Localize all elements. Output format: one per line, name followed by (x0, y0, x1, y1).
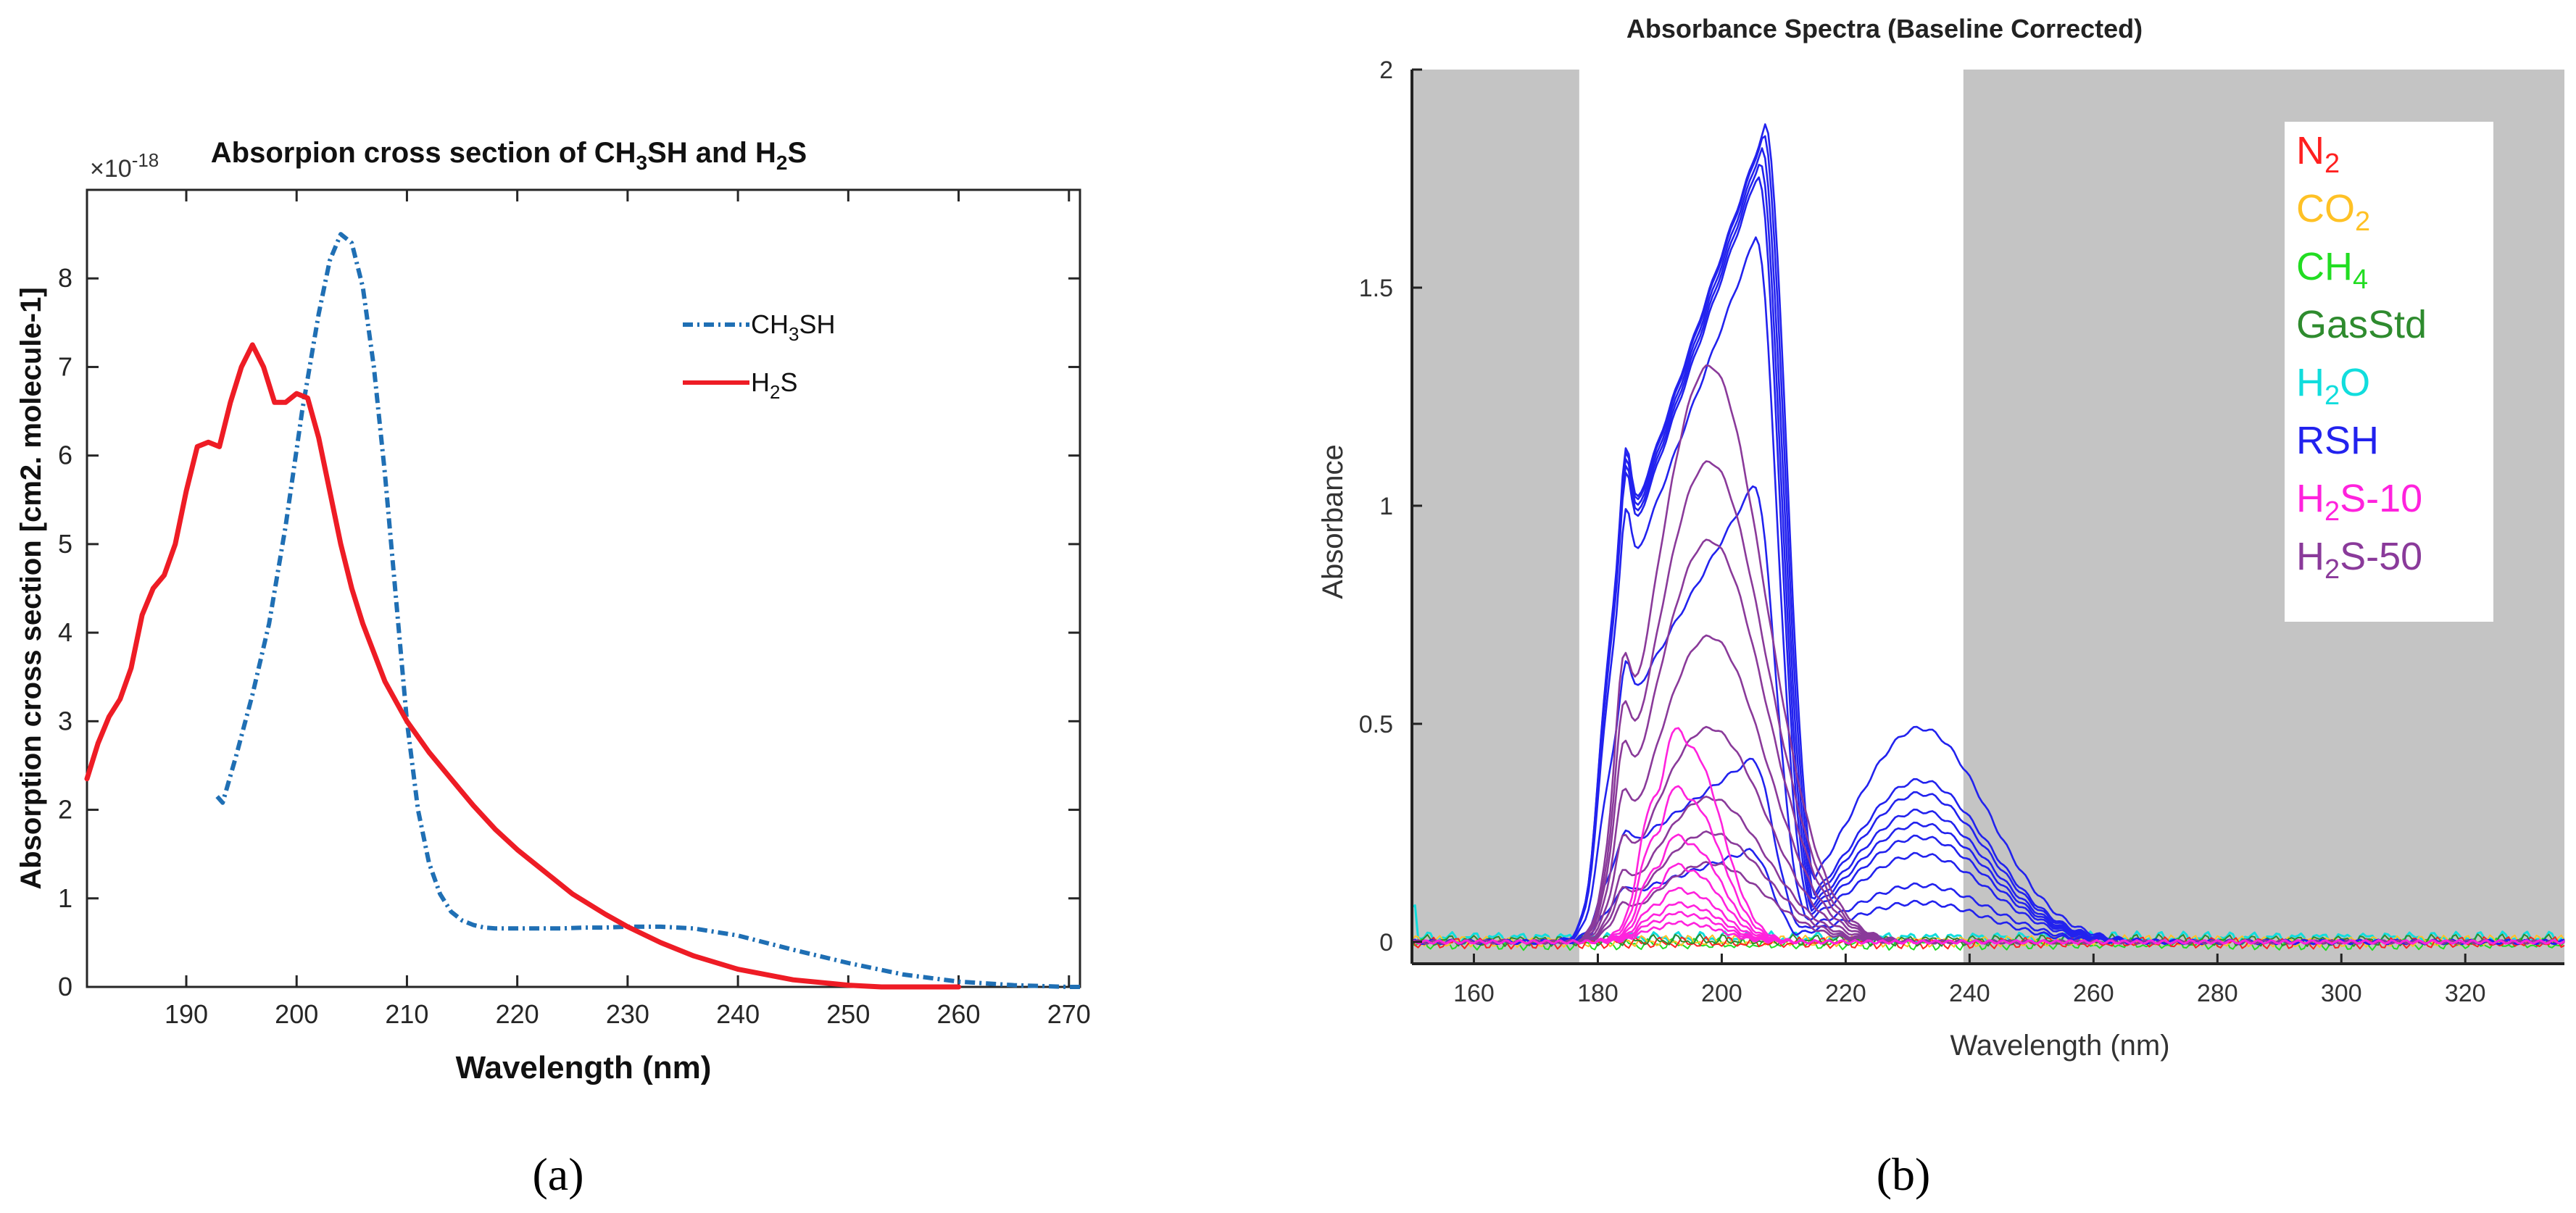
b-xtick-label-200: 200 (1701, 980, 1742, 1007)
b-xtick-label-220: 220 (1825, 980, 1866, 1007)
panel-a-ylabel: Absorption cross section [cm2. molecule-… (15, 287, 47, 889)
legend-item-6: RSH (2296, 419, 2379, 462)
a-ytick-label-7: 7 (58, 351, 72, 381)
a-xtick-label-200: 200 (275, 999, 318, 1029)
legend-ch3sh-label: CH3SH (751, 309, 835, 345)
panel-b: Absorbance Spectra (Baseline Corrected) … (1317, 14, 2565, 1200)
panel-a-exponent: ×10-18 (90, 149, 159, 183)
panel-a-label: (a) (532, 1149, 583, 1200)
shaded-region-1 (1412, 70, 1579, 964)
panel-b-ticks: 160 180 200 220 240 260 280 300 320 0 0.5 1 1.5 2 (1359, 57, 2486, 1007)
a-ytick-label-6: 6 (58, 441, 72, 470)
series-h2s (84, 342, 962, 990)
a-xtick-label-240: 240 (716, 999, 760, 1029)
panel-a-title: Absorpion cross section of CH3SH and H2S (211, 137, 807, 174)
a-xtick-label-260: 260 (937, 999, 981, 1029)
b-ytick-label-0: 0 (1379, 929, 1393, 956)
a-ytick-label-5: 5 (58, 529, 72, 559)
a-xtick-label-230: 230 (606, 999, 649, 1029)
a-xtick-label-220: 220 (496, 999, 539, 1029)
b-ytick-label-2: 2 (1379, 57, 1393, 84)
series-ch3sh (215, 232, 1080, 989)
b-ytick-label-1: 1 (1379, 493, 1393, 520)
panel-b-label: (b) (1877, 1149, 1931, 1200)
a-ytick-label-0: 0 (58, 972, 72, 1001)
panel-b-title: Absorbance Spectra (Baseline Corrected) (1626, 14, 2143, 43)
a-ytick-label-8: 8 (58, 263, 72, 293)
b-xtick-label-180: 180 (1577, 980, 1619, 1007)
a-xtick-label-190: 190 (165, 999, 208, 1029)
a-xtick-label-250: 250 (826, 999, 870, 1029)
a-ytick-label-1: 1 (58, 883, 72, 913)
panel-a-legend: CH3SH H2S (683, 309, 835, 403)
legend-item-1: N2 (2296, 129, 2340, 179)
a-ytick-label-3: 3 (58, 706, 72, 735)
legend-item-8: H2S-50 (2296, 535, 2422, 585)
a-ytick-label-4: 4 (58, 617, 72, 647)
b-ytick-label-0.5: 0.5 (1359, 711, 1393, 738)
a-xtick-label-270: 270 (1047, 999, 1091, 1029)
panel-b-legend: N2 CO2 CH4 GasStd H2O RSH H2S-10 H2S-50 (2285, 122, 2493, 622)
legend-item-2: CO2 (2296, 187, 2370, 237)
b-xtick-label-300: 300 (2321, 980, 2362, 1007)
panel-b-series (1411, 123, 2565, 951)
b-xtick-label-240: 240 (1949, 980, 1990, 1007)
panel-b-xlabel: Wavelength (nm) (1950, 1030, 2169, 1062)
b-xtick-label-280: 280 (2197, 980, 2238, 1007)
b-ytick-label-1.5: 1.5 (1359, 275, 1393, 302)
gasstd-trace (1411, 933, 2565, 947)
b-xtick-label-260: 260 (2073, 980, 2114, 1007)
h2s-10-trace-8 (1411, 920, 2565, 945)
panel-b-ylabel: Absorbance (1317, 444, 1349, 599)
legend-item-3: CH4 (2296, 245, 2368, 295)
panel-a-plot-area (86, 188, 1081, 988)
a-xtick-label-210: 210 (385, 999, 428, 1029)
panel-a-xlabel: Wavelength (nm) (456, 1050, 712, 1085)
b-xtick-label-160: 160 (1453, 980, 1495, 1007)
panel-b-legend-box (2285, 122, 2493, 622)
panel-a-ticks: 190 200 210 220 230 240 250 260 270 0 1 2 3 4 5 6 7 8 (58, 190, 1091, 1029)
legend-item-5: H2O (2296, 361, 2370, 411)
legend-h2s-label: H2S (751, 367, 797, 403)
a-ytick-label-2: 2 (58, 795, 72, 825)
panel-a: Absorpion cross section of CH3SH and H2S… (15, 137, 1091, 1200)
b-xtick-label-320: 320 (2445, 980, 2486, 1007)
panel-a-series (84, 232, 1080, 990)
legend-item-4: GasStd (2296, 303, 2427, 346)
legend-item-7: H2S-10 (2296, 477, 2422, 527)
